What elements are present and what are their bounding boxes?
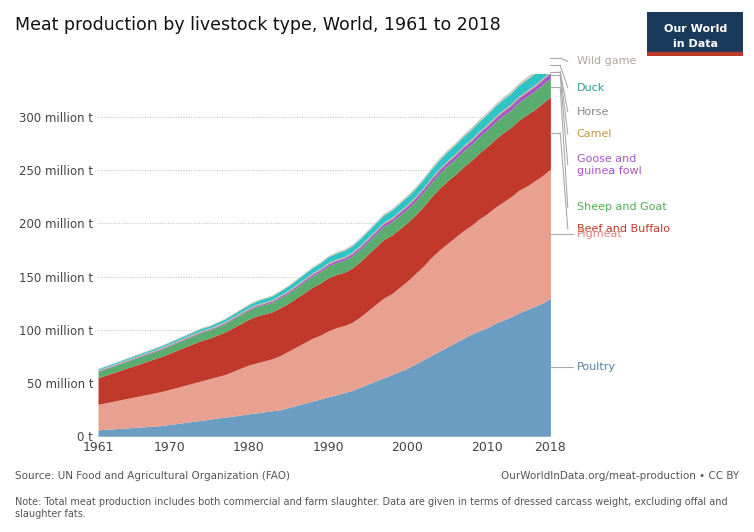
Text: Meat production by livestock type, World, 1961 to 2018: Meat production by livestock type, World… xyxy=(15,16,501,34)
Text: Horse: Horse xyxy=(577,107,609,117)
Text: OurWorldInData.org/meat-production • CC BY: OurWorldInData.org/meat-production • CC … xyxy=(501,471,739,481)
Text: Wild game: Wild game xyxy=(577,56,636,66)
Text: Note: Total meat production includes both commercial and farm slaughter. Data ar: Note: Total meat production includes bot… xyxy=(15,497,728,519)
Text: Poultry: Poultry xyxy=(577,362,616,372)
Text: Our World: Our World xyxy=(664,24,727,34)
Bar xyxy=(647,52,743,56)
Text: Pigmeat: Pigmeat xyxy=(577,229,623,238)
Text: in Data: in Data xyxy=(673,39,718,48)
Text: Beef and Buffalo: Beef and Buffalo xyxy=(577,224,670,234)
Text: Duck: Duck xyxy=(577,83,605,93)
Text: Sheep and Goat: Sheep and Goat xyxy=(577,203,667,212)
Text: Source: UN Food and Agricultural Organization (FAO): Source: UN Food and Agricultural Organiz… xyxy=(15,471,290,481)
Text: Camel: Camel xyxy=(577,129,612,139)
Text: Goose and
guinea fowl: Goose and guinea fowl xyxy=(577,154,642,176)
